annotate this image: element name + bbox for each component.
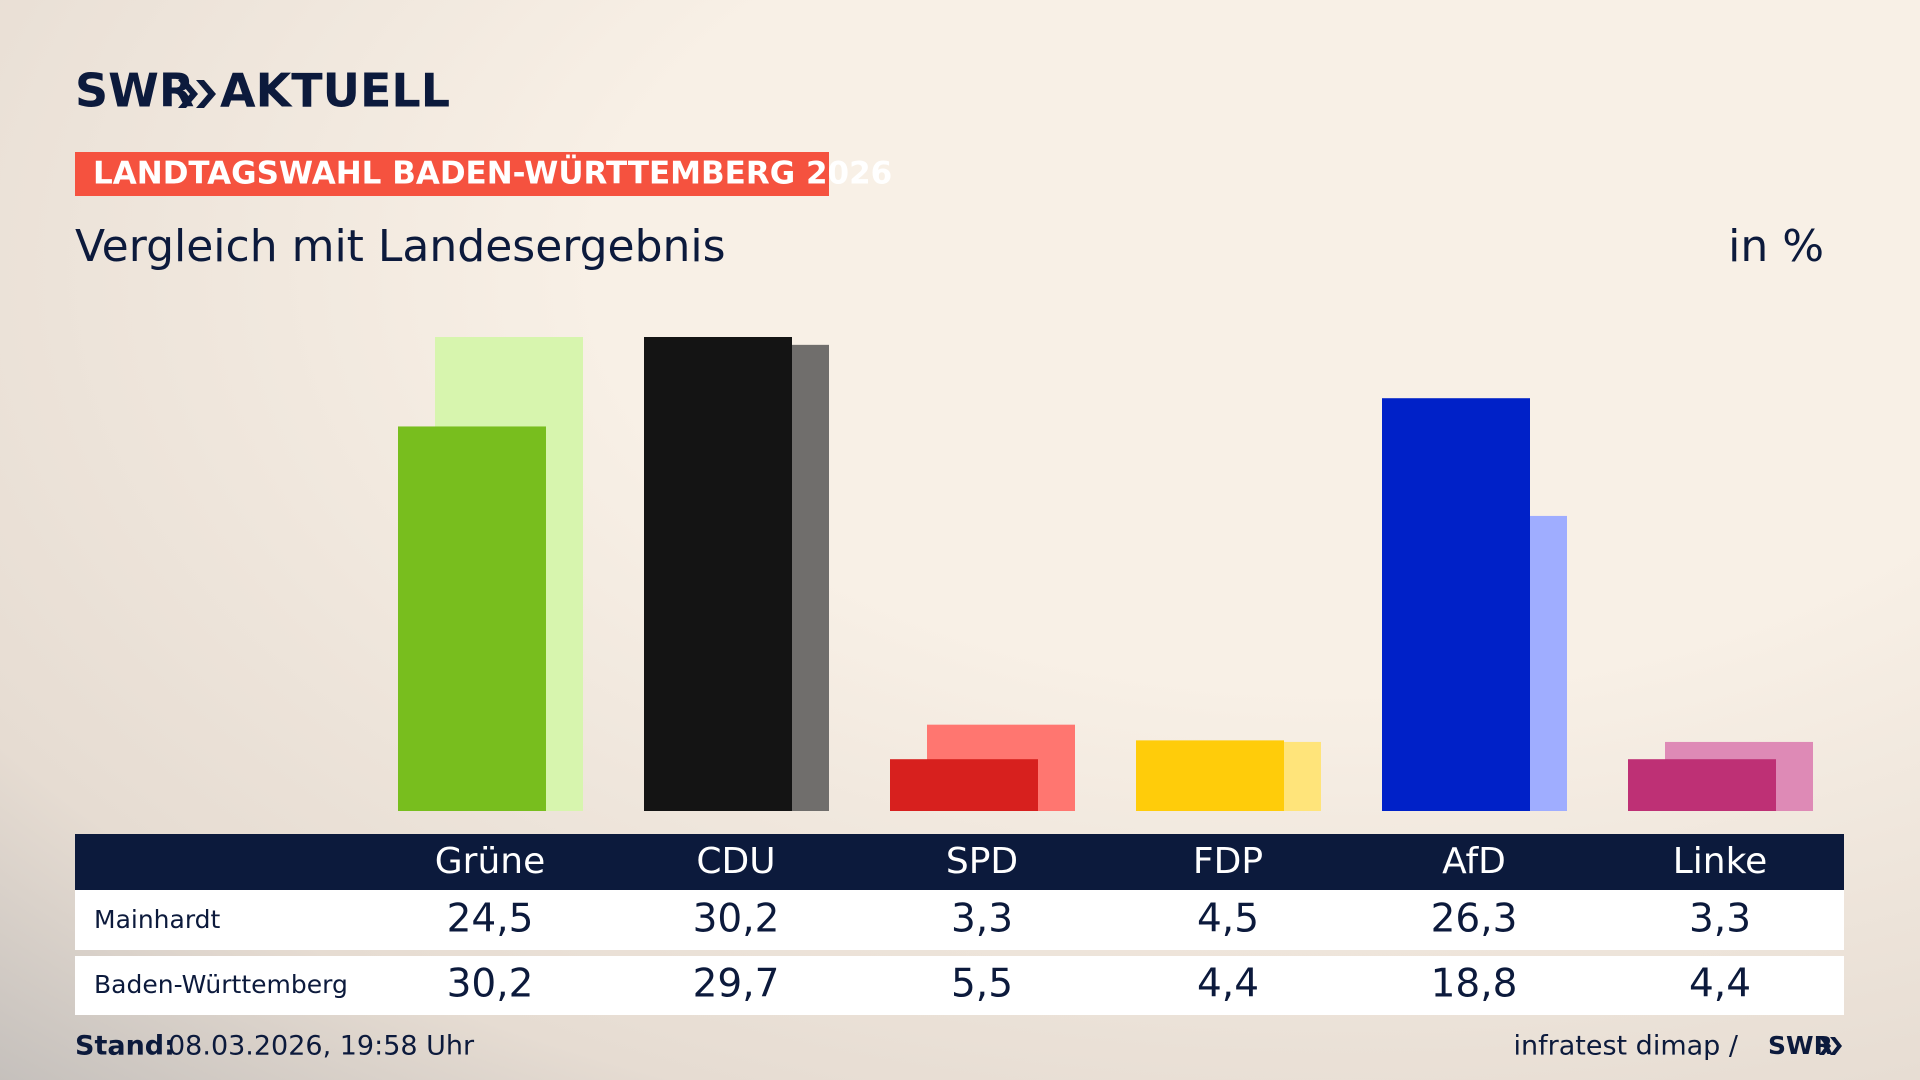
- bar: [398, 426, 546, 811]
- source-arrows: [1819, 1037, 1842, 1055]
- value-label: 30,2: [447, 962, 534, 1007]
- category-label: SPD: [946, 841, 1018, 882]
- logo-brand: SWR: [75, 64, 194, 118]
- bar: [890, 759, 1038, 811]
- category-label: AfD: [1442, 841, 1506, 882]
- value-label: 5,5: [951, 962, 1013, 1007]
- value-label: 29,7: [693, 962, 780, 1007]
- category-label: Grüne: [435, 841, 545, 882]
- logo-arrows: [178, 80, 216, 108]
- source-brand: SWR: [1768, 1031, 1833, 1060]
- category-label: CDU: [696, 841, 775, 882]
- table-row: [75, 956, 1844, 1015]
- value-label: 18,8: [1431, 962, 1518, 1007]
- category-label: Linke: [1673, 841, 1768, 882]
- row-label: Baden-Württemberg: [94, 970, 348, 999]
- table-row: [75, 890, 1844, 950]
- value-label: 4,4: [1197, 962, 1259, 1007]
- value-label: 3,3: [1689, 897, 1751, 942]
- value-label: 24,5: [447, 897, 534, 942]
- value-label: 3,3: [951, 897, 1013, 942]
- stand: 08.03.2026, 19:58 Uhr: [168, 1031, 475, 1062]
- header-box: [75, 152, 829, 196]
- value-label: 4,4: [1689, 962, 1751, 1007]
- chart-title: Vergleich mit Landesergebnis: [75, 221, 726, 272]
- bar: [644, 337, 792, 811]
- value-label: 4,5: [1197, 897, 1259, 942]
- stand-label: Stand:: [75, 1031, 175, 1062]
- source: infratest dimap /: [1513, 1031, 1738, 1062]
- row-label: Mainhardt: [94, 905, 221, 934]
- logo-section: AKTUELL: [220, 64, 450, 118]
- unit: in %: [1728, 221, 1824, 272]
- value-label: 26,3: [1431, 897, 1518, 942]
- category-label: FDP: [1193, 841, 1263, 882]
- value-label: 30,2: [693, 897, 780, 942]
- bar: [1628, 759, 1776, 811]
- table-header: [75, 834, 1844, 890]
- header: LANDTAGSWAHL BADEN-WÜRTTEMBERG 2026: [93, 155, 892, 192]
- bar: [1382, 398, 1530, 811]
- bar: [1136, 740, 1284, 811]
